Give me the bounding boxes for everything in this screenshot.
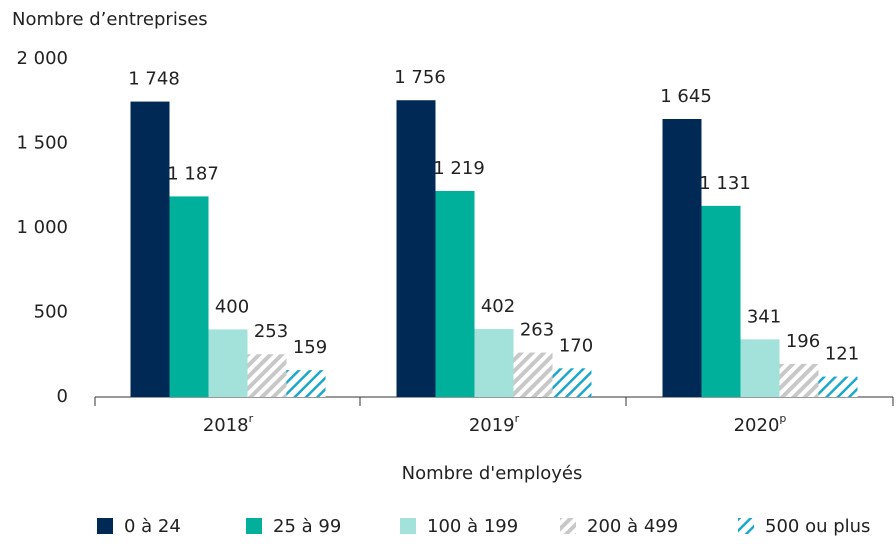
bar xyxy=(435,190,475,397)
data-label: 1 748 xyxy=(128,69,180,90)
data-label: 402 xyxy=(481,296,515,317)
data-label: 196 xyxy=(786,331,820,352)
data-label: 400 xyxy=(215,296,249,317)
category-year: 2020 xyxy=(734,415,780,436)
bar xyxy=(286,370,326,397)
data-label: 121 xyxy=(825,344,859,365)
bar xyxy=(662,118,702,398)
bar xyxy=(779,363,819,397)
bar xyxy=(552,368,592,397)
legend-swatch xyxy=(97,518,113,534)
legend-swatch xyxy=(246,518,262,534)
category-note: r xyxy=(515,412,520,425)
legend-label: 0 à 24 xyxy=(124,516,181,537)
bar xyxy=(130,101,170,397)
y-tick-label: 500 xyxy=(34,302,68,323)
y-axis-title: Nombre d’entreprises xyxy=(12,9,208,30)
x-tick-label: 2018r xyxy=(203,412,254,436)
data-label: 341 xyxy=(747,306,781,327)
category-note: p xyxy=(779,412,786,425)
bar xyxy=(474,329,514,397)
bar xyxy=(247,354,287,397)
legend-label: 100 à 199 xyxy=(427,516,518,537)
legend-label: 200 à 499 xyxy=(587,516,678,537)
bar xyxy=(701,205,741,397)
bar xyxy=(169,196,209,397)
y-tick-label: 0 xyxy=(57,386,68,407)
bar xyxy=(513,352,553,397)
x-tick-label: 2020p xyxy=(734,412,787,436)
data-label: 159 xyxy=(293,337,327,358)
x-axis-title: Nombre d'employés xyxy=(402,463,583,484)
data-label: 1 131 xyxy=(699,173,751,194)
legend-swatch xyxy=(400,518,416,534)
bar xyxy=(740,339,780,397)
bar xyxy=(208,329,248,397)
bar xyxy=(818,376,858,397)
category-note: r xyxy=(249,412,254,425)
bar xyxy=(396,100,436,398)
category-year: 2018 xyxy=(203,415,249,436)
data-label: 1 219 xyxy=(433,158,485,179)
data-label: 263 xyxy=(520,320,554,341)
legend-label: 500 ou plus xyxy=(765,516,870,537)
legend-label: 25 à 99 xyxy=(273,516,341,537)
data-label: 1 756 xyxy=(394,67,446,88)
y-tick-label: 1 500 xyxy=(16,133,68,154)
data-label: 253 xyxy=(254,321,288,342)
data-label: 1 187 xyxy=(167,163,219,184)
category-year: 2019 xyxy=(469,415,515,436)
data-label: 1 645 xyxy=(660,86,712,107)
x-tick-label: 2019r xyxy=(469,412,520,436)
y-tick-label: 1 000 xyxy=(16,217,68,238)
data-label: 170 xyxy=(559,335,593,356)
y-tick-label: 2 000 xyxy=(16,48,68,69)
legend-swatch xyxy=(560,518,576,534)
legend-swatch xyxy=(738,518,754,534)
